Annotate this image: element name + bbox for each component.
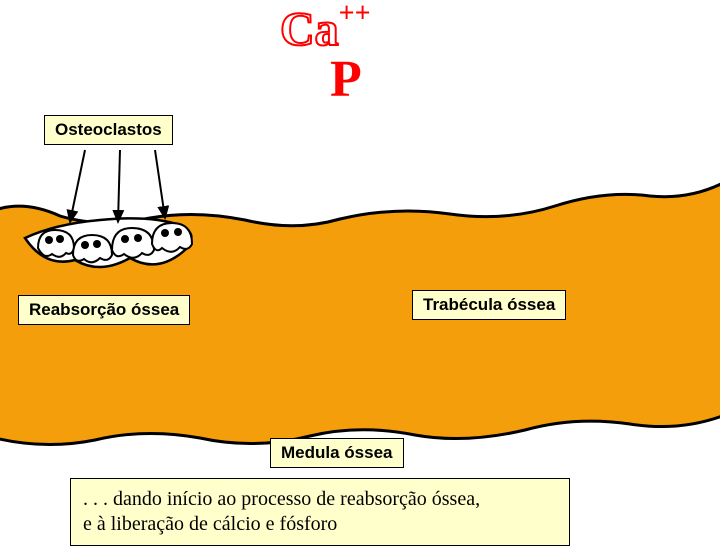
caption-line1: . . . dando início ao processo de reabso…	[83, 487, 557, 512]
phosphorus-symbol: P	[330, 50, 362, 109]
calcium-symbol: Ca++	[280, 2, 371, 57]
caption-box: . . . dando início ao processo de reabso…	[70, 478, 570, 546]
arrow	[155, 150, 165, 218]
osteoclast-cell	[112, 228, 154, 258]
ca-sup: ++	[339, 0, 371, 29]
diagram-canvas: Ca++ P Osteoclastos Reabsorção óssea Tra…	[0, 0, 720, 540]
label-reabsorcao: Reabsorção óssea	[18, 295, 190, 325]
label-medula: Medula óssea	[270, 438, 404, 468]
osteoclast-cell	[38, 230, 74, 257]
osteoclast-cell	[152, 223, 192, 252]
arrow	[118, 150, 120, 222]
label-osteoclastos: Osteoclastos	[44, 115, 173, 145]
caption-line2: e à liberação de cálcio e fósforo	[83, 512, 557, 537]
ca-text: Ca	[280, 3, 339, 56]
osteoclast-cell	[73, 235, 112, 262]
label-trabecula: Trabécula óssea	[412, 290, 566, 320]
arrow	[70, 150, 85, 222]
